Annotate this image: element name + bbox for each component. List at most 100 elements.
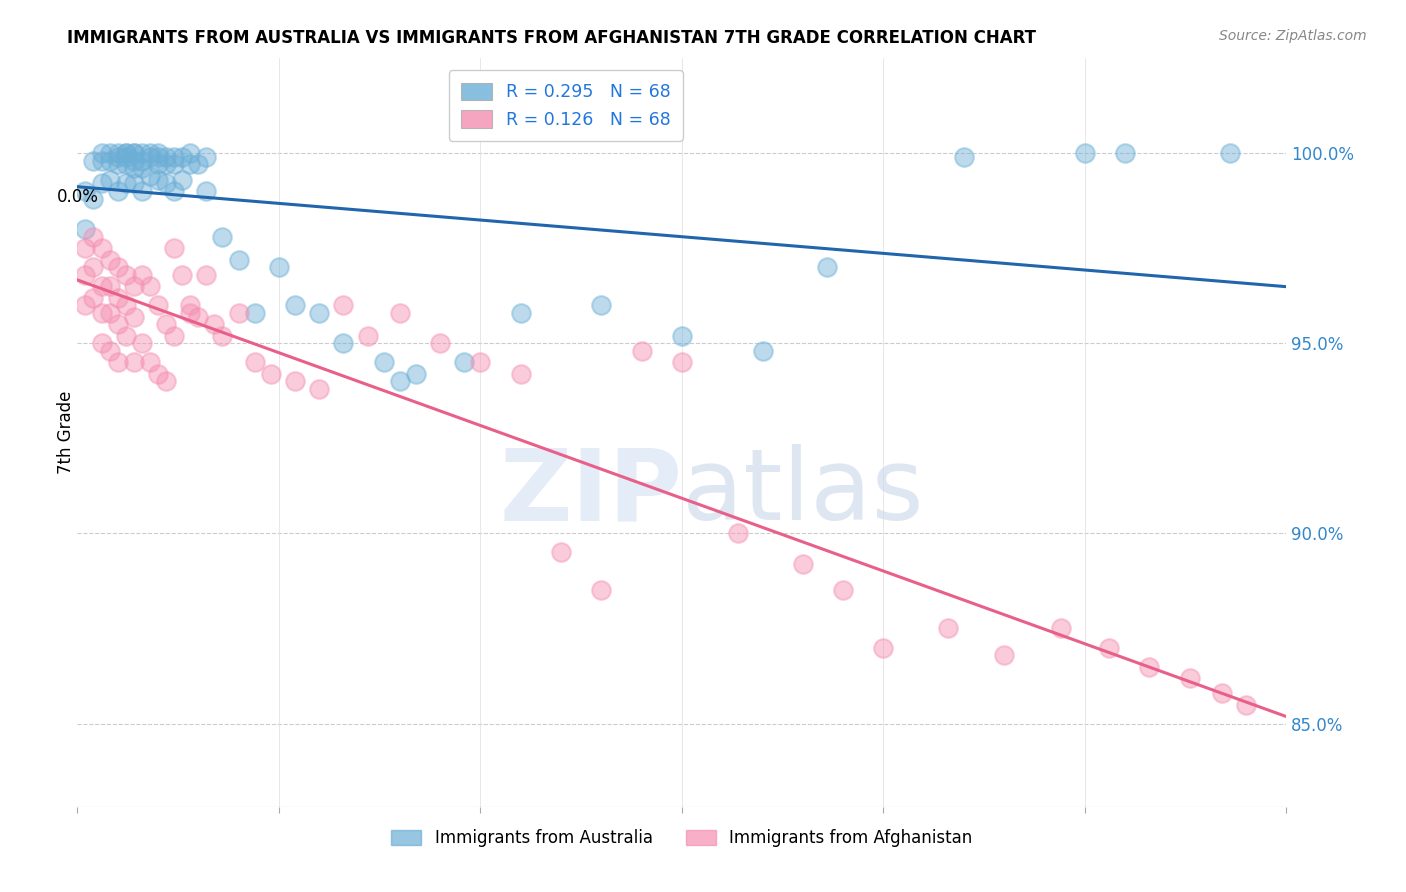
Point bbox=[195, 150, 218, 164]
Point bbox=[260, 367, 283, 381]
Point bbox=[122, 279, 145, 293]
Point bbox=[187, 157, 209, 171]
Text: Source: ZipAtlas.com: Source: ZipAtlas.com bbox=[1219, 29, 1367, 43]
Point bbox=[107, 146, 129, 161]
Point bbox=[114, 157, 136, 171]
Point bbox=[936, 622, 959, 636]
Point bbox=[356, 328, 378, 343]
Point bbox=[550, 545, 572, 559]
Legend: Immigrants from Australia, Immigrants from Afghanistan: Immigrants from Australia, Immigrants fr… bbox=[382, 821, 981, 855]
Point bbox=[146, 367, 169, 381]
Point bbox=[630, 343, 652, 358]
Point bbox=[163, 328, 186, 343]
Point bbox=[815, 260, 838, 275]
Point bbox=[832, 583, 855, 598]
Point bbox=[131, 336, 153, 351]
Point bbox=[122, 161, 145, 176]
Point bbox=[139, 279, 162, 293]
Point bbox=[228, 252, 250, 267]
Point bbox=[751, 343, 773, 358]
Point bbox=[163, 184, 186, 198]
Point bbox=[75, 184, 97, 198]
Point bbox=[114, 150, 136, 164]
Point bbox=[155, 157, 177, 171]
Point bbox=[228, 306, 250, 320]
Point bbox=[107, 355, 129, 369]
Point bbox=[179, 146, 201, 161]
Point bbox=[163, 241, 186, 255]
Point bbox=[1098, 640, 1121, 655]
Point bbox=[243, 306, 266, 320]
Point bbox=[1234, 698, 1257, 712]
Point bbox=[98, 279, 121, 293]
Point bbox=[82, 291, 104, 305]
Point bbox=[107, 184, 129, 198]
Point bbox=[75, 241, 97, 255]
Point bbox=[131, 184, 153, 198]
Point bbox=[155, 374, 177, 388]
Point bbox=[172, 150, 194, 164]
Point bbox=[122, 355, 145, 369]
Point bbox=[163, 157, 186, 171]
Point bbox=[131, 153, 153, 168]
Point bbox=[139, 150, 162, 164]
Point bbox=[146, 298, 169, 312]
Text: 0.0%: 0.0% bbox=[56, 188, 98, 206]
Point bbox=[82, 260, 104, 275]
Point bbox=[90, 177, 112, 191]
Point bbox=[90, 153, 112, 168]
Point bbox=[90, 306, 112, 320]
Text: ZIP: ZIP bbox=[499, 444, 682, 541]
Point bbox=[453, 355, 475, 369]
Point bbox=[332, 298, 354, 312]
Text: atlas: atlas bbox=[682, 444, 924, 541]
Point bbox=[308, 382, 330, 396]
Point bbox=[211, 229, 233, 244]
Point bbox=[131, 146, 153, 161]
Point bbox=[591, 583, 613, 598]
Point bbox=[187, 310, 209, 324]
Point bbox=[155, 150, 177, 164]
Point bbox=[155, 317, 177, 331]
Point bbox=[993, 648, 1015, 662]
Point bbox=[75, 298, 97, 312]
Point bbox=[172, 172, 194, 186]
Point bbox=[202, 317, 225, 331]
Point bbox=[509, 367, 531, 381]
Point bbox=[155, 177, 177, 191]
Point bbox=[671, 355, 693, 369]
Point bbox=[146, 146, 169, 161]
Point bbox=[146, 157, 169, 171]
Point bbox=[114, 298, 136, 312]
Point bbox=[388, 374, 411, 388]
Point bbox=[114, 146, 136, 161]
Point bbox=[114, 268, 136, 282]
Point bbox=[727, 526, 749, 541]
Point bbox=[146, 150, 169, 164]
Point bbox=[107, 157, 129, 171]
Point bbox=[122, 146, 145, 161]
Point bbox=[332, 336, 354, 351]
Point bbox=[82, 192, 104, 206]
Point bbox=[284, 374, 307, 388]
Point bbox=[195, 268, 218, 282]
Point bbox=[388, 306, 411, 320]
Point bbox=[98, 172, 121, 186]
Point bbox=[107, 291, 129, 305]
Point bbox=[114, 328, 136, 343]
Point bbox=[114, 146, 136, 161]
Point bbox=[139, 355, 162, 369]
Point bbox=[90, 146, 112, 161]
Point bbox=[429, 336, 451, 351]
Point bbox=[591, 298, 613, 312]
Point bbox=[107, 260, 129, 275]
Point bbox=[179, 157, 201, 171]
Point bbox=[179, 306, 201, 320]
Point bbox=[1219, 146, 1241, 161]
Point bbox=[139, 169, 162, 183]
Point bbox=[98, 153, 121, 168]
Point bbox=[243, 355, 266, 369]
Point bbox=[872, 640, 894, 655]
Point bbox=[308, 306, 330, 320]
Point bbox=[90, 279, 112, 293]
